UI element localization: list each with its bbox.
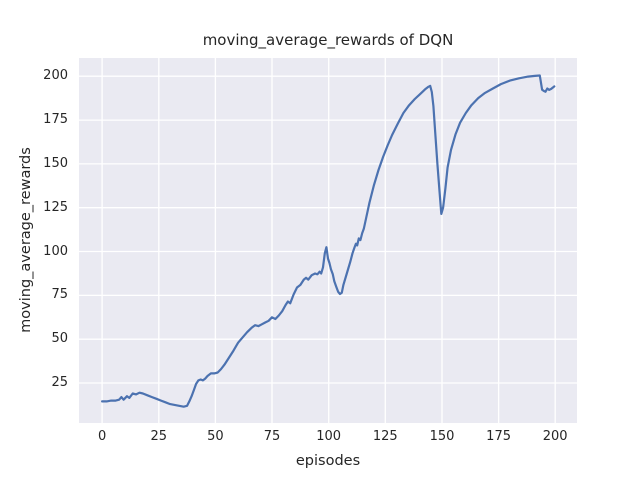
x-tick-label: 100	[316, 429, 342, 444]
y-tick-label: 50	[51, 331, 68, 347]
x-tick-label: 75	[263, 429, 281, 444]
series-line	[101, 74, 556, 408]
x-axis-label: episodes	[295, 453, 361, 469]
y-tick-label: 25	[51, 375, 68, 390]
y-tick-label: 150	[43, 155, 68, 171]
x-tick-label: 125	[372, 429, 398, 444]
y-axis-label: moving_average_rewards	[18, 147, 34, 333]
y-tick-label: 75	[51, 287, 68, 303]
plot-area	[79, 58, 577, 423]
chart-canvas	[79, 58, 577, 423]
chart-title: moving_average_rewards of DQN	[202, 31, 454, 49]
x-tick-label: 175	[486, 429, 511, 444]
x-tick-label: 25	[150, 429, 168, 444]
x-tick-label: 0	[97, 429, 107, 444]
x-tick-label: 200	[542, 429, 568, 444]
y-tick-label: 200	[43, 68, 68, 84]
y-tick-label: 125	[43, 199, 68, 215]
x-tick-label: 50	[207, 429, 224, 444]
y-tick-label: 100	[43, 243, 68, 259]
y-tick-label: 175	[43, 112, 68, 128]
x-tick-label: 150	[429, 429, 455, 444]
